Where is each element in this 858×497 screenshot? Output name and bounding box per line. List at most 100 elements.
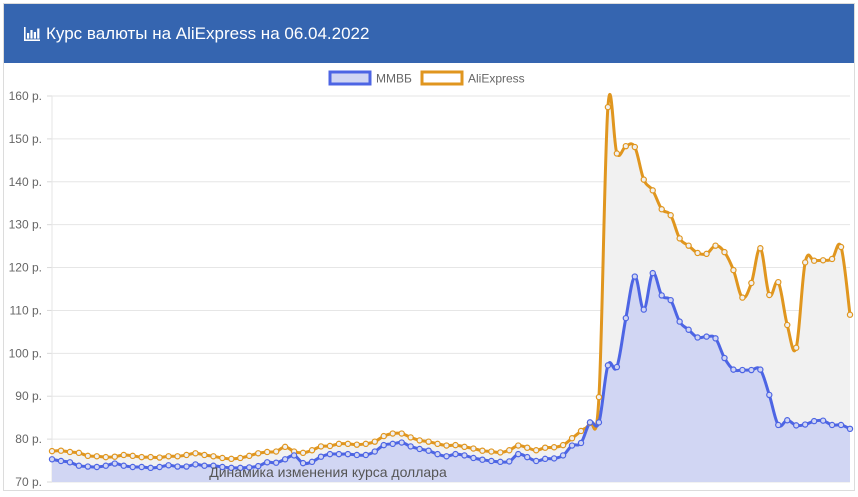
point-aliexpress[interactable] <box>452 441 459 449</box>
point-mmvb[interactable] <box>183 463 190 470</box>
point-mmvb[interactable] <box>775 421 782 429</box>
point-mmvb[interactable] <box>819 417 827 424</box>
point-mmvb[interactable] <box>299 459 307 467</box>
point-mmvb[interactable] <box>416 445 423 453</box>
point-aliexpress[interactable] <box>524 444 531 451</box>
point-aliexpress[interactable] <box>775 278 782 286</box>
point-aliexpress[interactable] <box>810 257 818 264</box>
point-aliexpress[interactable] <box>210 453 217 460</box>
point-aliexpress[interactable] <box>846 311 854 318</box>
point-aliexpress[interactable] <box>595 393 603 401</box>
point-mmvb[interactable] <box>685 326 692 333</box>
point-mmvb[interactable] <box>362 451 370 459</box>
point-aliexpress[interactable] <box>398 430 405 437</box>
point-aliexpress[interactable] <box>748 279 755 287</box>
point-aliexpress[interactable] <box>461 443 468 451</box>
point-mmvb[interactable] <box>48 456 56 463</box>
point-mmvb[interactable] <box>389 440 396 448</box>
point-mmvb[interactable] <box>353 451 361 459</box>
point-mmvb[interactable] <box>407 443 414 450</box>
point-mmvb[interactable] <box>263 459 271 466</box>
point-aliexpress[interactable] <box>837 243 845 251</box>
point-aliexpress[interactable] <box>75 449 83 457</box>
point-aliexpress[interactable] <box>416 437 423 444</box>
point-mmvb[interactable] <box>748 366 755 374</box>
point-aliexpress[interactable] <box>784 321 791 329</box>
point-aliexpress[interactable] <box>281 443 289 451</box>
point-mmvb[interactable] <box>506 458 513 465</box>
point-aliexpress[interactable] <box>299 449 307 457</box>
point-aliexpress[interactable] <box>66 448 74 456</box>
point-aliexpress[interactable] <box>344 440 352 448</box>
point-aliexpress[interactable] <box>649 187 656 194</box>
point-aliexpress[interactable] <box>506 447 513 454</box>
point-mmvb[interactable] <box>398 439 405 446</box>
point-mmvb[interactable] <box>568 442 576 449</box>
point-mmvb[interactable] <box>237 464 244 472</box>
point-mmvb[interactable] <box>604 362 612 369</box>
point-mmvb[interactable] <box>129 463 136 471</box>
point-mmvb[interactable] <box>586 419 594 426</box>
point-aliexpress[interactable] <box>165 453 172 460</box>
legend-item-aliexpress[interactable]: AliExpress <box>420 70 525 86</box>
point-aliexpress[interactable] <box>371 438 378 445</box>
point-mmvb[interactable] <box>766 391 773 399</box>
point-mmvb[interactable] <box>550 455 558 462</box>
point-mmvb[interactable] <box>371 448 378 455</box>
point-mmvb[interactable] <box>739 366 746 374</box>
point-aliexpress[interactable] <box>255 450 262 457</box>
point-aliexpress[interactable] <box>362 440 370 448</box>
point-mmvb[interactable] <box>335 450 343 458</box>
point-aliexpress[interactable] <box>793 344 800 351</box>
point-aliexpress[interactable] <box>694 249 701 257</box>
point-mmvb[interactable] <box>479 456 486 463</box>
point-aliexpress[interactable] <box>721 248 728 256</box>
point-aliexpress[interactable] <box>425 438 432 445</box>
point-mmvb[interactable] <box>801 421 809 428</box>
point-mmvb[interactable] <box>640 306 647 313</box>
point-mmvb[interactable] <box>210 462 217 469</box>
point-mmvb[interactable] <box>497 458 504 466</box>
point-aliexpress[interactable] <box>631 143 639 151</box>
point-mmvb[interactable] <box>443 453 450 460</box>
point-aliexpress[interactable] <box>434 440 441 448</box>
point-aliexpress[interactable] <box>819 257 827 264</box>
point-mmvb[interactable] <box>559 452 567 459</box>
point-aliexpress[interactable] <box>801 259 809 266</box>
point-aliexpress[interactable] <box>640 176 647 183</box>
point-aliexpress[interactable] <box>559 441 567 449</box>
point-mmvb[interactable] <box>667 296 674 304</box>
point-aliexpress[interactable] <box>326 442 334 450</box>
point-aliexpress[interactable] <box>479 447 486 454</box>
point-aliexpress[interactable] <box>407 434 414 441</box>
point-mmvb[interactable] <box>272 459 280 466</box>
point-mmvb[interactable] <box>846 425 854 433</box>
point-aliexpress[interactable] <box>192 450 199 457</box>
point-mmvb[interactable] <box>57 457 65 465</box>
point-mmvb[interactable] <box>577 439 585 447</box>
point-aliexpress[interactable] <box>263 448 271 456</box>
point-aliexpress[interactable] <box>766 291 773 299</box>
point-mmvb[interactable] <box>649 269 656 277</box>
point-mmvb[interactable] <box>721 354 728 362</box>
point-aliexpress[interactable] <box>703 250 710 258</box>
point-mmvb[interactable] <box>344 450 352 458</box>
point-aliexpress[interactable] <box>712 242 719 249</box>
point-aliexpress[interactable] <box>532 447 540 454</box>
point-aliexpress[interactable] <box>604 103 612 111</box>
point-mmvb[interactable] <box>730 366 737 373</box>
point-aliexpress[interactable] <box>568 435 576 442</box>
point-aliexpress[interactable] <box>335 440 343 448</box>
point-mmvb[interactable] <box>120 462 127 469</box>
point-mmvb[interactable] <box>595 419 603 426</box>
point-mmvb[interactable] <box>461 452 468 459</box>
point-aliexpress[interactable] <box>541 444 549 451</box>
point-aliexpress[interactable] <box>658 206 665 213</box>
point-aliexpress[interactable] <box>317 443 325 450</box>
point-aliexpress[interactable] <box>613 150 621 157</box>
point-aliexpress[interactable] <box>120 451 127 459</box>
point-aliexpress[interactable] <box>730 266 737 274</box>
point-mmvb[interactable] <box>317 453 325 460</box>
point-mmvb[interactable] <box>515 450 522 458</box>
point-aliexpress[interactable] <box>228 455 235 463</box>
